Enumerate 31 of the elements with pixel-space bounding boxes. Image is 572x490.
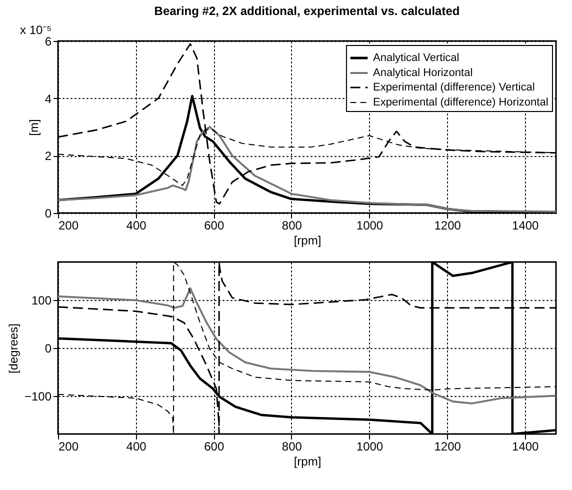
x-tick-label: 400 — [126, 440, 147, 454]
legend-label: Analytical Vertical — [373, 52, 460, 64]
chart-title: Bearing #2, 2X additional, experimental vs. calculated — [154, 4, 460, 18]
x-axis-title: [rpm] — [294, 454, 322, 468]
x-tick-label: 1000 — [356, 440, 384, 454]
y-axis-title: [degrees] — [6, 323, 20, 374]
y-tick-label: 0 — [44, 206, 52, 220]
x-tick-label: 600 — [204, 218, 224, 232]
x-tick-label: 600 — [204, 440, 224, 454]
y-tick-label: 4 — [44, 92, 52, 106]
x-tick-label: 1200 — [434, 218, 462, 232]
legend-label: Experimental (difference) Vertical — [373, 82, 535, 94]
x-tick-label: 200 — [58, 440, 79, 454]
x-tick-label: 800 — [282, 440, 302, 454]
y-tick-label: −100 — [24, 389, 52, 404]
y-tick-label: 0 — [44, 342, 52, 356]
text: x 10⁻⁵ — [20, 23, 52, 37]
y-tick-label: 6 — [44, 34, 52, 48]
x-tick-label: 1400 — [512, 218, 540, 232]
y-axis-title: [m] — [26, 119, 41, 136]
legend-label: Experimental (difference) Horizontal — [373, 96, 548, 108]
legend-label: Analytical Horizontal — [373, 67, 473, 79]
x-tick-label: 200 — [58, 218, 79, 232]
y-tick-label: 100 — [31, 294, 52, 308]
x-tick-label: 800 — [282, 218, 302, 232]
x-axis-title: [rpm] — [294, 234, 322, 248]
y-tick-label: 2 — [44, 149, 52, 164]
x-tick-label: 1000 — [356, 218, 384, 232]
x-tick-label: 1400 — [512, 440, 540, 454]
x-tick-label: 400 — [126, 218, 147, 232]
x-tick-label: 1200 — [434, 440, 462, 454]
